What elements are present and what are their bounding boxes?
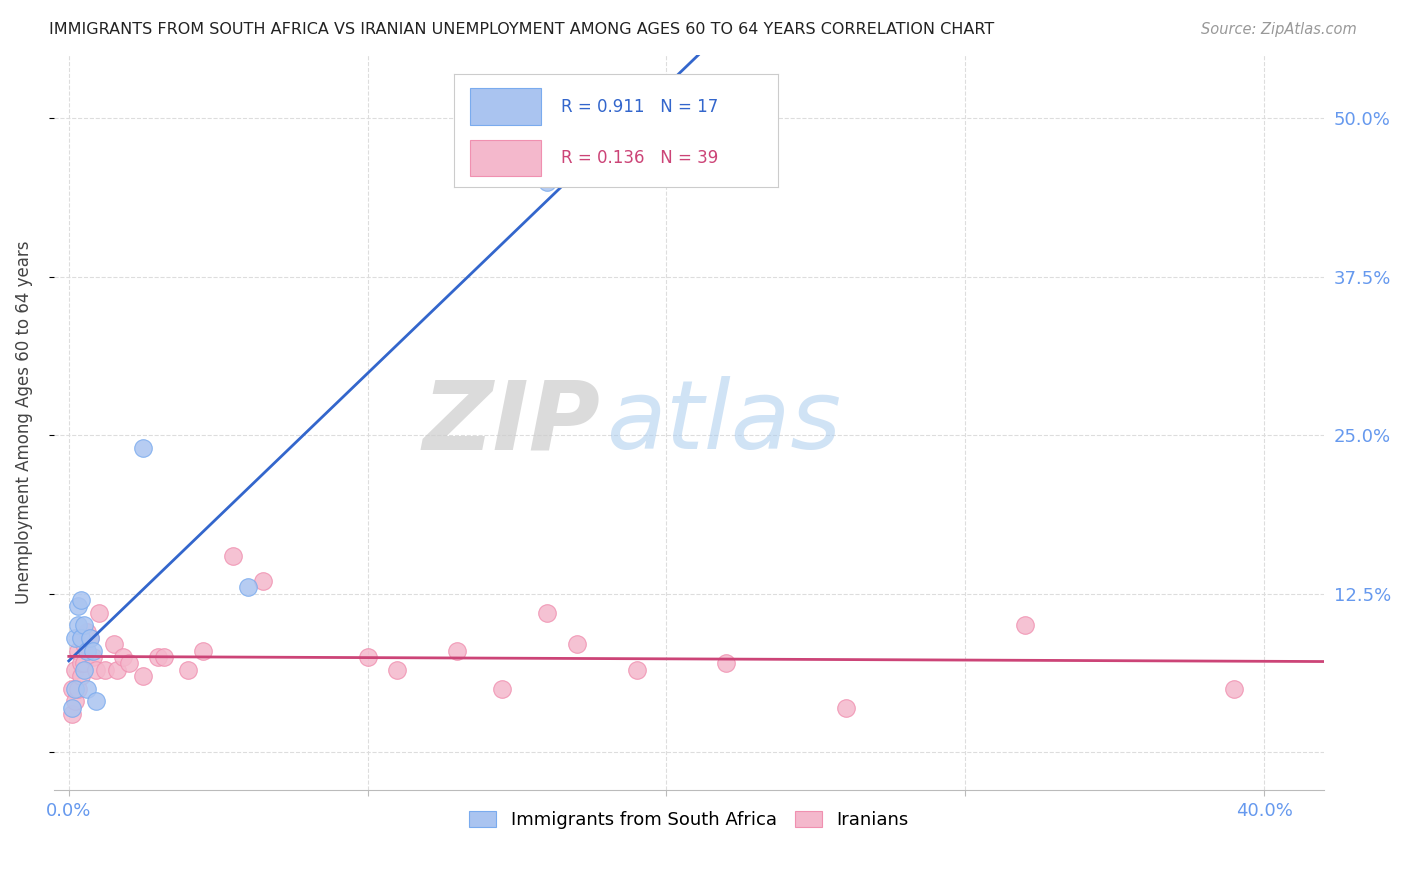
Point (117, 657, 139, 671)
Point (177, 663, 200, 677)
Point (193, 643, 215, 657)
Point (835, 700, 858, 714)
Point (84, 663, 107, 677)
Point (66, 618, 89, 632)
Point (63, 631, 86, 645)
Point (491, 681, 513, 696)
Point (153, 649, 176, 664)
Point (132, 441, 155, 455)
Point (69, 657, 91, 671)
Point (111, 649, 134, 664)
Point (73, 657, 96, 671)
Point (63, 694, 86, 708)
Text: Source: ZipAtlas.com: Source: ZipAtlas.com (1201, 22, 1357, 37)
Point (60, 700, 83, 714)
Point (60, 706, 83, 721)
Point (79, 631, 101, 645)
Text: atlas: atlas (606, 376, 841, 469)
Point (565, 637, 588, 651)
Point (66, 681, 89, 696)
Point (148, 649, 170, 664)
Y-axis label: Unemployment Among Ages 60 to 64 years: Unemployment Among Ages 60 to 64 years (15, 241, 32, 604)
Point (87, 606, 110, 620)
Point (69, 631, 91, 645)
Point (93, 663, 115, 677)
Point (73, 663, 96, 677)
Point (76, 643, 98, 657)
Point (252, 574, 274, 588)
Point (387, 663, 409, 677)
Point (63, 663, 86, 677)
Text: ZIP: ZIP (422, 376, 600, 469)
Point (76, 624, 98, 639)
Point (60, 681, 83, 696)
Point (69, 593, 91, 607)
Point (69, 669, 91, 683)
Point (66, 599, 89, 614)
Point (103, 637, 125, 651)
Point (356, 649, 378, 664)
Legend: Immigrants from South Africa, Iranians: Immigrants from South Africa, Iranians (463, 804, 915, 836)
Point (82, 643, 104, 657)
Point (105, 663, 128, 677)
Point (79, 631, 101, 645)
Point (84, 694, 107, 708)
Point (66, 643, 89, 657)
Point (716, 657, 738, 671)
Point (82, 649, 104, 664)
Text: IMMIGRANTS FROM SOUTH AFRICA VS IRANIAN UNEMPLOYMENT AMONG AGES 60 TO 64 YEARS C: IMMIGRANTS FROM SOUTH AFRICA VS IRANIAN … (49, 22, 994, 37)
Point (76, 681, 98, 696)
Point (1014, 618, 1036, 632)
Point (236, 580, 259, 594)
Point (69, 631, 91, 645)
Point (132, 669, 155, 683)
Point (1223, 681, 1246, 696)
Point (536, 606, 558, 620)
Point (63, 681, 86, 696)
Point (446, 643, 468, 657)
Point (626, 663, 648, 677)
Point (536, 175, 558, 189)
Point (73, 637, 96, 651)
Point (222, 549, 245, 563)
Point (73, 618, 96, 632)
